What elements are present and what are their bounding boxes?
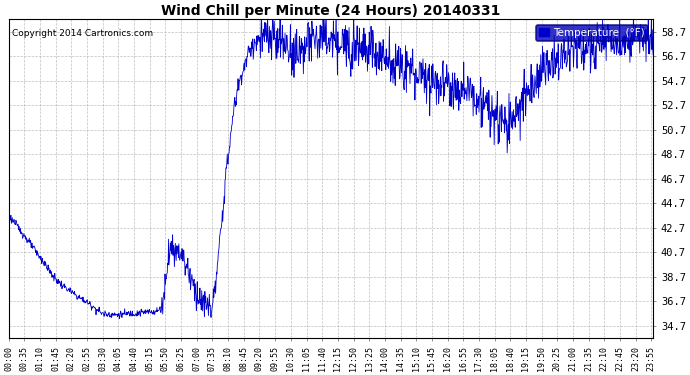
- Text: Copyright 2014 Cartronics.com: Copyright 2014 Cartronics.com: [12, 29, 153, 38]
- Legend: Temperature  (°F): Temperature (°F): [535, 24, 648, 41]
- Title: Wind Chill per Minute (24 Hours) 20140331: Wind Chill per Minute (24 Hours) 2014033…: [161, 4, 501, 18]
